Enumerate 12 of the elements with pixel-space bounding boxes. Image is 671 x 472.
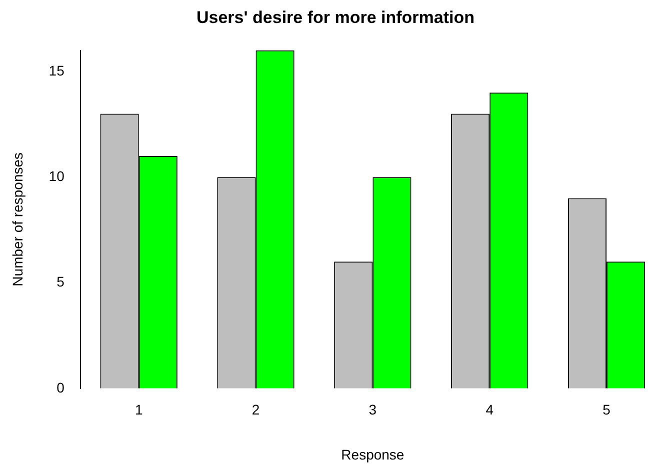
- x-axis-title: Response: [341, 446, 404, 462]
- x-tick-label: 3: [368, 402, 377, 418]
- y-tick-label: 5: [56, 274, 65, 290]
- y-axis-title: Number of responses: [9, 152, 26, 286]
- chart-title: Users' desire for more information: [196, 8, 475, 27]
- x-tick-label: 5: [602, 402, 611, 418]
- x-tick-label: 1: [134, 402, 143, 418]
- y-tick-label: 0: [56, 379, 65, 396]
- y-tick-label: 15: [48, 62, 65, 78]
- x-tick-label: 2: [252, 402, 260, 418]
- x-tick-label: 4: [486, 402, 494, 418]
- y-tick-label: 10: [48, 168, 65, 184]
